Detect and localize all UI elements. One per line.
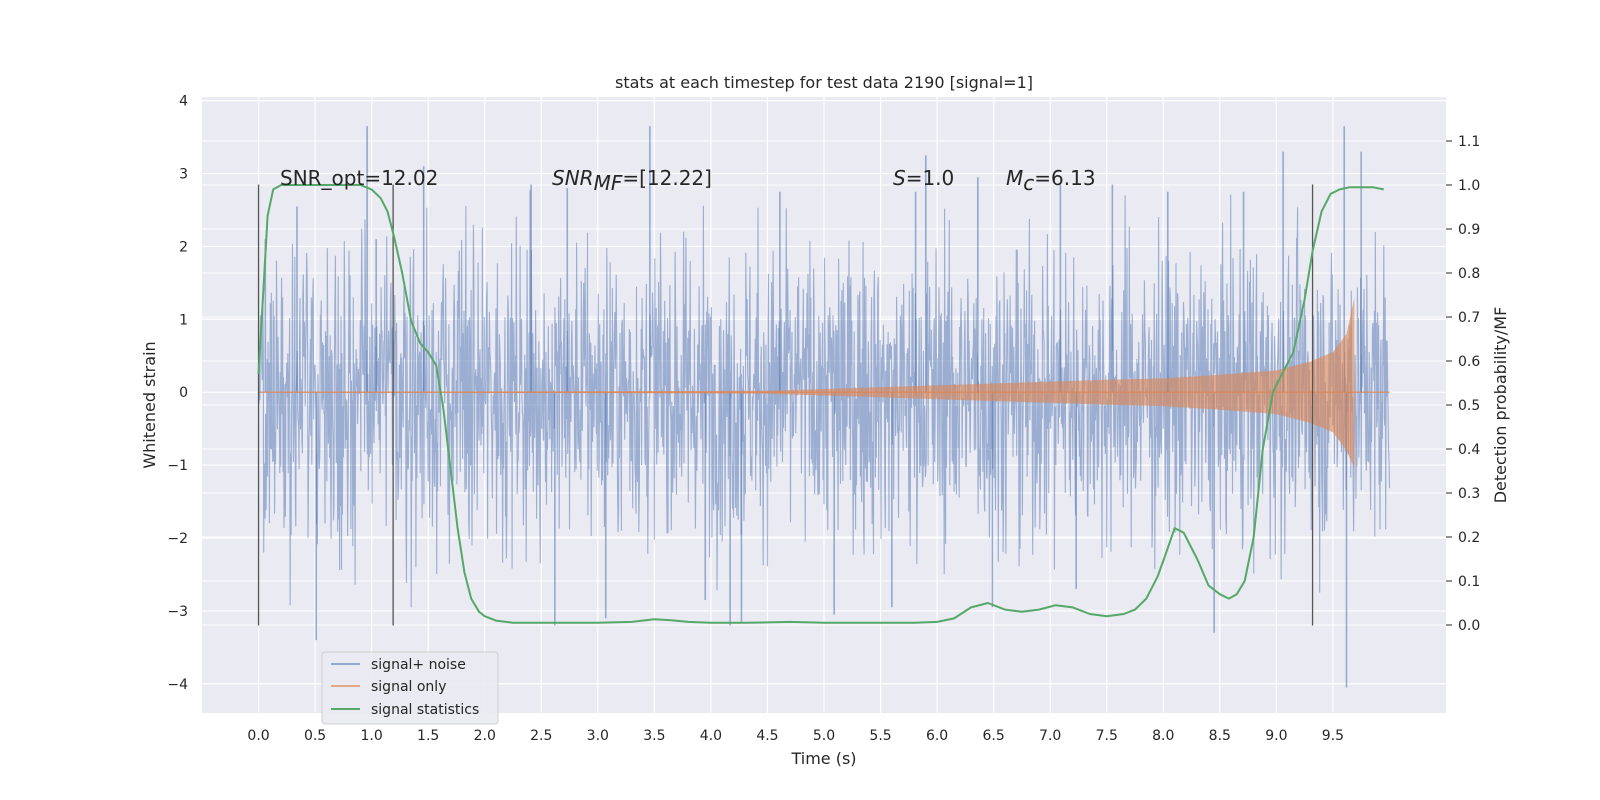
noise-trace — [257, 189, 1391, 608]
y-tick-7: −3 — [167, 604, 188, 620]
x-tick-18: 9.0 — [1265, 728, 1287, 744]
x-tick-19: 9.5 — [1322, 728, 1344, 744]
y2-tick-0: 1.1 — [1458, 134, 1480, 150]
x-tick-6: 3.0 — [587, 728, 609, 744]
x-tick-3: 1.5 — [417, 728, 439, 744]
y-tick-8: −4 — [167, 677, 188, 693]
signal-only-series — [258, 297, 1390, 469]
y-tick-1: 3 — [179, 167, 188, 183]
y2-tick-7: 0.4 — [1458, 442, 1480, 458]
y2-tick-8: 0.3 — [1458, 486, 1480, 502]
y2-tick-labels: 1.1 1.0 0.9 0.8 0.7 0.6 0.5 0.4 0.3 0.2 0.1 0.0 — [1446, 134, 1480, 634]
chart-title: stats at each timestep for test data 219… — [615, 73, 1033, 92]
x-tick-11: 5.5 — [869, 728, 891, 744]
vertical-markers — [257, 184, 1314, 626]
x-tick-10: 5.0 — [813, 728, 835, 744]
x-tick-5: 2.5 — [530, 728, 552, 744]
x-tick-labels: 0.0 0.5 1.0 1.5 2.0 2.5 3.0 3.5 4.0 4.5 5.0 5.5 6.0 6… — [247, 728, 1344, 744]
x-tick-14: 7.0 — [1039, 728, 1061, 744]
x-tick-13: 6.5 — [983, 728, 1005, 744]
y2-tick-2: 0.9 — [1458, 222, 1480, 238]
signal-envelope — [258, 297, 1355, 469]
snr-mf-symbol: SNR — [552, 166, 594, 190]
s-symbol: S — [893, 166, 906, 190]
y2-tick-9: 0.2 — [1458, 530, 1480, 546]
x-tick-1: 0.5 — [304, 728, 326, 744]
x-tick-8: 4.0 — [700, 728, 722, 744]
x-tick-15: 7.5 — [1096, 728, 1118, 744]
y-tick-5: −1 — [167, 458, 188, 474]
signal-statistics-series — [257, 184, 1384, 624]
y-tick-6: −2 — [167, 531, 188, 547]
snr-mf-value: =[12.22] — [622, 166, 712, 190]
y2-tick-4: 0.7 — [1458, 310, 1480, 326]
snr-opt-annotation: SNR_opt=12.02 — [280, 166, 438, 190]
y-tick-3: 1 — [179, 312, 188, 328]
x-tick-7: 3.5 — [643, 728, 665, 744]
y-tick-labels: 4 3 2 1 0 −1 −2 −3 −4 — [167, 94, 188, 693]
x-tick-12: 6.0 — [926, 728, 948, 744]
x-tick-2: 1.0 — [361, 728, 383, 744]
statistics-line — [257, 184, 1384, 624]
y-tick-2: 2 — [179, 239, 188, 255]
legend: signal+ noise signal only signal statist… — [321, 651, 499, 725]
y2-tick-5: 0.6 — [1458, 354, 1480, 370]
x-tick-0: 0.0 — [247, 728, 269, 744]
y2-tick-1: 1.0 — [1458, 178, 1480, 194]
legend-label-signal: signal only — [371, 679, 446, 695]
legend-label-noise: signal+ noise — [371, 657, 466, 673]
mc-value: =6.13 — [1034, 166, 1095, 190]
y2-tick-3: 0.8 — [1458, 266, 1480, 282]
x-axis-label: Time (s) — [790, 749, 856, 768]
y2-tick-6: 0.5 — [1458, 398, 1480, 414]
x-tick-9: 4.5 — [756, 728, 778, 744]
y2-tick-10: 0.1 — [1458, 574, 1480, 590]
y-tick-0: 4 — [179, 94, 188, 110]
x-tick-4: 2.0 — [474, 728, 496, 744]
y-tick-4: 0 — [179, 385, 188, 401]
mc-annotation: Mc=6.13 — [1006, 166, 1096, 195]
snr-mf-annotation: SNRMF=[12.22] — [552, 166, 712, 195]
legend-box — [321, 651, 499, 725]
x-tick-17: 8.5 — [1209, 728, 1231, 744]
y-axis-label: Whitened strain — [140, 341, 159, 468]
snr-mf-subscript: MF — [594, 171, 623, 195]
s-annotation: S=1.0 — [893, 166, 954, 190]
signal-noise-series — [257, 126, 1391, 688]
y2-tick-11: 0.0 — [1458, 618, 1480, 634]
mc-symbol: M — [1006, 166, 1023, 190]
legend-label-statistics: signal statistics — [371, 702, 479, 718]
s-value: =1.0 — [906, 166, 955, 190]
mc-subscript: c — [1023, 171, 1034, 195]
x-tick-16: 8.0 — [1152, 728, 1174, 744]
y2-axis-label: Detection probability/MF — [1491, 307, 1510, 504]
